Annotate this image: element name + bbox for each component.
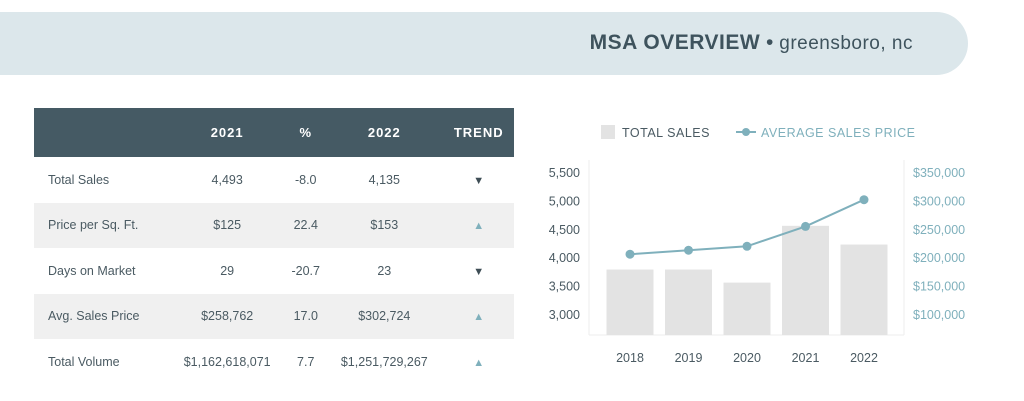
table-row: Avg. Sales Price $258,762 17.0 $302,724 ▲ xyxy=(34,293,514,339)
price-point-2022 xyxy=(859,195,869,205)
bar-2018 xyxy=(606,269,654,335)
row-label: Total Sales xyxy=(48,172,110,187)
value-2021: 29 xyxy=(220,263,235,278)
title-banner: MSA OVERVIEW • greensboro, nc xyxy=(0,12,968,75)
left-tick-label: 5,500 xyxy=(549,166,580,180)
bar-2020 xyxy=(723,282,771,335)
legend-avg-price: AVERAGE SALES PRICE xyxy=(761,126,915,140)
col-header: 2021 xyxy=(168,108,287,157)
x-tick-label: 2018 xyxy=(616,351,644,365)
value-pct: 17.0 xyxy=(286,293,326,339)
trend-cell: ▲ xyxy=(443,293,514,339)
right-tick-label: $150,000 xyxy=(913,280,965,294)
x-tick-label: 2019 xyxy=(675,351,703,365)
location-text: greensboro, nc xyxy=(779,33,913,54)
value-2022: 4,135 xyxy=(368,172,400,187)
price-point-2018 xyxy=(625,249,635,259)
legend-line-dot xyxy=(742,128,750,136)
value-2022: $1,251,729,267 xyxy=(340,354,428,369)
bar-2022 xyxy=(840,244,888,335)
overview-table: 2021 % 2022 TREND Total Sales 4,493 -8.0 4,… xyxy=(34,108,514,385)
trend-cell: ▲ xyxy=(443,339,514,385)
trend-up-icon: ▲ xyxy=(473,311,485,324)
x-tick-label: 2021 xyxy=(792,351,820,365)
legend-total-sales: TOTAL SALES xyxy=(622,126,710,140)
right-tick-label: $250,000 xyxy=(913,223,965,237)
page-title: MSA OVERVIEW • greensboro, nc xyxy=(590,31,913,55)
bar-2021 xyxy=(782,225,829,335)
bar-2019 xyxy=(665,269,712,335)
trend-down-icon: ▼ xyxy=(473,174,485,187)
left-tick-label: 5,000 xyxy=(549,194,580,208)
value-pct: 22.4 xyxy=(286,202,326,248)
value-2022: $302,724 xyxy=(325,293,444,339)
value-2021: 4,493 xyxy=(211,172,243,187)
row-label: Price per Sq. Ft. xyxy=(34,202,168,248)
trend-up-icon: ▲ xyxy=(473,220,485,233)
row-label: Days on Market xyxy=(48,263,136,278)
row-label: Total Volume xyxy=(48,354,120,369)
value-2021: $1,162,618,071 xyxy=(183,354,271,369)
row-label: Avg. Sales Price xyxy=(34,293,168,339)
col-header: TREND xyxy=(443,108,514,157)
value-2021: $258,762 xyxy=(168,293,287,339)
right-tick-label: $200,000 xyxy=(913,251,965,265)
col-header: 2022 xyxy=(325,108,444,157)
trend-cell: ▲ xyxy=(443,202,514,248)
left-tick-label: 3,500 xyxy=(549,280,580,294)
table-row: Total Sales 4,493 -8.0 4,135 ▼ xyxy=(34,157,514,203)
title-text: MSA OVERVIEW xyxy=(589,31,761,54)
table-header: 2021 % 2022 TREND xyxy=(34,108,514,157)
right-tick-label: $100,000 xyxy=(913,308,965,322)
col-header: % xyxy=(286,108,326,157)
left-tick-label: 4,500 xyxy=(549,223,580,237)
value-2022: $153 xyxy=(325,202,444,248)
trend-cell: ▼ xyxy=(443,248,514,294)
table-row: Days on Market 29 -20.7 23 ▼ xyxy=(34,248,514,294)
table-row: Price per Sq. Ft. $125 22.4 $153 ▲ xyxy=(34,202,514,248)
legend-bar-swatch xyxy=(601,125,615,139)
price-point-2021 xyxy=(801,221,810,231)
x-tick-label: 2022 xyxy=(850,351,878,365)
trend-down-icon: ▼ xyxy=(473,265,485,278)
left-tick-label: 4,000 xyxy=(549,251,580,265)
price-point-2020 xyxy=(742,241,752,251)
right-tick-label: $350,000 xyxy=(913,166,965,180)
left-tick-label: 3,000 xyxy=(549,308,580,322)
value-pct: -8.0 xyxy=(294,172,317,187)
trend-up-icon: ▲ xyxy=(473,356,485,369)
table-row: Total Volume $1,162,618,071 7.7 $1,251,729,… xyxy=(34,339,514,385)
trend-cell: ▼ xyxy=(443,157,514,203)
title-separator: • xyxy=(766,31,774,54)
col-header xyxy=(34,108,168,157)
value-pct: 7.7 xyxy=(297,354,315,369)
value-2021: $125 xyxy=(168,202,287,248)
value-pct: -20.7 xyxy=(291,263,320,278)
x-tick-label: 2020 xyxy=(733,351,761,365)
value-2022: 23 xyxy=(377,263,392,278)
right-tick-label: $300,000 xyxy=(913,194,965,208)
price-point-2019 xyxy=(684,245,693,255)
